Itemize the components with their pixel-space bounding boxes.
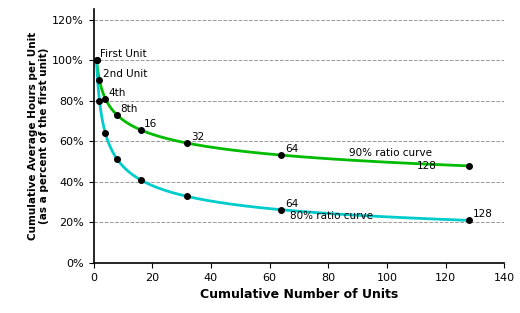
Y-axis label: Cumulative Average Hours per Unit
(as a percent of the first unit): Cumulative Average Hours per Unit (as a … bbox=[28, 32, 49, 240]
Text: 128: 128 bbox=[473, 209, 492, 219]
Text: 16: 16 bbox=[144, 119, 158, 129]
Text: 64: 64 bbox=[285, 199, 298, 209]
Text: 90% ratio curve: 90% ratio curve bbox=[349, 148, 432, 158]
Text: 80% ratio curve: 80% ratio curve bbox=[290, 211, 373, 221]
Text: 4th: 4th bbox=[109, 88, 126, 98]
Text: 8th: 8th bbox=[121, 104, 138, 114]
Text: 128: 128 bbox=[417, 161, 436, 171]
Text: First Unit: First Unit bbox=[100, 49, 147, 59]
X-axis label: Cumulative Number of Units: Cumulative Number of Units bbox=[200, 288, 398, 301]
Text: 64: 64 bbox=[285, 144, 298, 154]
Text: 2nd Unit: 2nd Unit bbox=[103, 69, 147, 80]
Text: 32: 32 bbox=[191, 132, 204, 142]
